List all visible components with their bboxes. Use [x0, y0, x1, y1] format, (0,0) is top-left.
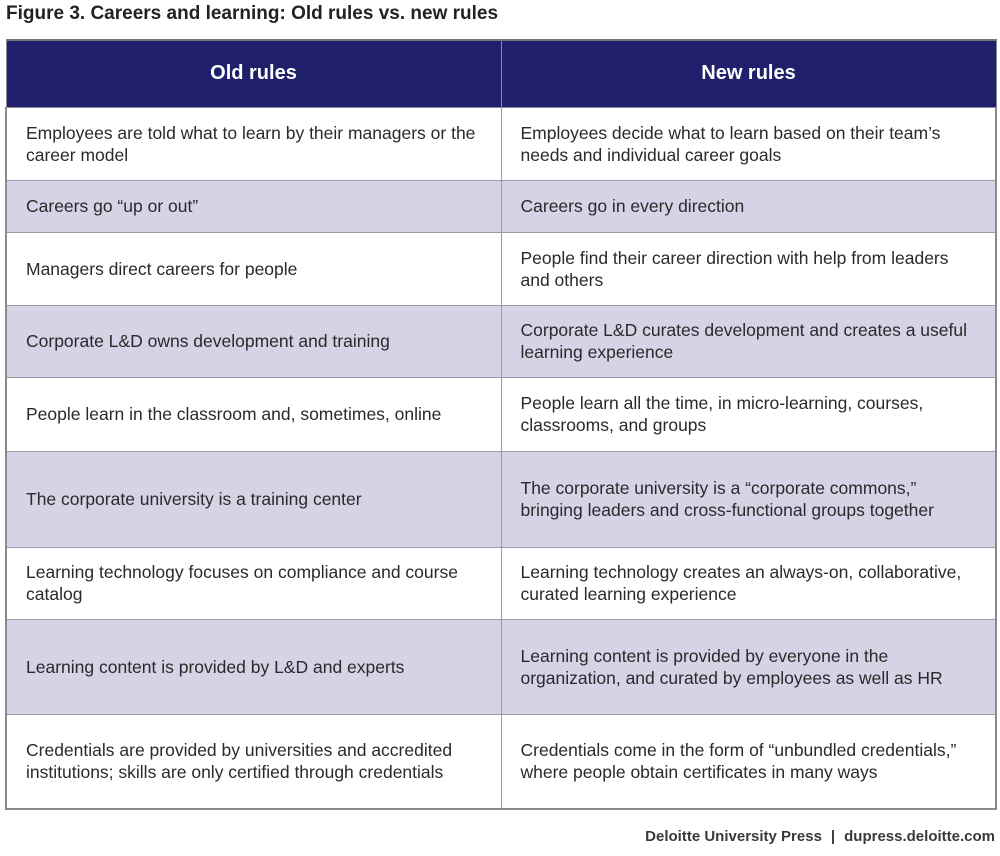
table-row: Careers go “up or out” Careers go in eve… — [5, 179, 997, 233]
table-row: Employees are told what to learn by thei… — [5, 106, 997, 181]
old-rule-cell: Learning content is provided by L&D and … — [5, 618, 502, 715]
table-row: Managers direct careers for people Peopl… — [5, 231, 997, 306]
header-old-rules: Old rules — [5, 39, 502, 108]
new-rule-cell: Credentials come in the form of “unbundl… — [500, 713, 997, 810]
table-header-row: Old rules New rules — [5, 39, 997, 108]
old-rule-cell: Managers direct careers for people — [5, 231, 502, 306]
old-rule-cell: The corporate university is a training c… — [5, 450, 502, 548]
table-row: The corporate university is a training c… — [5, 450, 997, 548]
header-new-rules: New rules — [500, 39, 997, 108]
table-row: Corporate L&D owns development and train… — [5, 304, 997, 378]
publisher-name: Deloitte University Press — [645, 828, 822, 845]
old-rule-cell: Learning technology focuses on complianc… — [5, 546, 502, 620]
new-rule-cell: Learning technology creates an always-on… — [500, 546, 997, 620]
old-rule-cell: People learn in the classroom and, somet… — [5, 376, 502, 452]
new-rule-cell: The corporate university is a “corporate… — [500, 450, 997, 548]
new-rule-cell: Careers go in every direction — [500, 179, 997, 233]
old-rule-cell: Careers go “up or out” — [5, 179, 502, 233]
new-rule-cell: Learning content is provided by everyone… — [500, 618, 997, 715]
old-rule-cell: Employees are told what to learn by thei… — [5, 106, 502, 181]
table-row: Learning content is provided by L&D and … — [5, 618, 997, 715]
old-rule-cell: Corporate L&D owns development and train… — [5, 304, 502, 378]
table-row: People learn in the classroom and, somet… — [5, 376, 997, 452]
old-rule-cell: Credentials are provided by universities… — [5, 713, 502, 810]
publisher-site-link[interactable]: dupress.deloitte.com — [844, 828, 995, 845]
table-row: Learning technology focuses on complianc… — [5, 546, 997, 620]
footer-separator: | — [830, 828, 836, 845]
new-rule-cell: People find their career direction with … — [500, 231, 997, 306]
new-rule-cell: People learn all the time, in micro-lear… — [500, 376, 997, 452]
new-rule-cell: Corporate L&D curates development and cr… — [500, 304, 997, 378]
rules-comparison-table: Old rules New rules Employees are told w… — [5, 39, 997, 810]
figure-title: Figure 3. Careers and learning: Old rule… — [6, 3, 499, 24]
new-rule-cell: Employees decide what to learn based on … — [500, 106, 997, 181]
table-row: Credentials are provided by universities… — [5, 713, 997, 810]
footer-credit: Deloitte University Press | dupress.deloit… — [645, 828, 995, 845]
